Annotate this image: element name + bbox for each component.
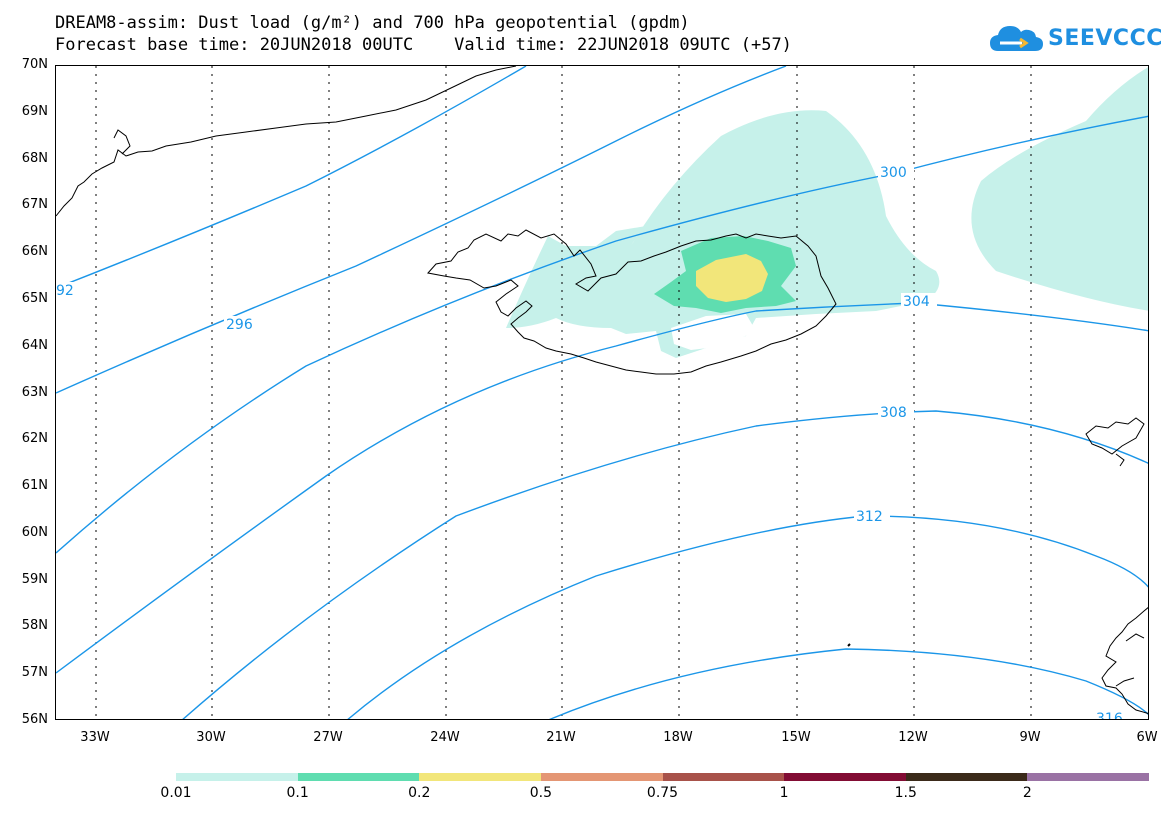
longitude-label: 15W [781,730,811,745]
latitude-label: 63N [21,384,48,400]
dust-area-north-east [971,67,1148,311]
longitude-label: 24W [430,730,460,745]
colorbar-tick-label: 0.2 [408,785,431,801]
latitude-label: 58N [21,618,48,634]
colorbar-tick-label: 0.01 [160,785,192,801]
colorbar-tick-label: 1.5 [894,785,917,801]
latitude-label: 56N [21,712,48,727]
colorbar-swatch [540,773,663,781]
coastlines [56,66,1148,714]
longitude-label: 18W [663,730,693,745]
latitude-label: 66N [21,244,48,260]
colorbar-swatch [784,773,906,781]
latitude-label: 67N [21,197,48,213]
latitude-label: 64N [21,337,48,353]
contour-label-312: 312 [856,509,883,525]
colorbar-tick-label: 2 [1022,785,1032,801]
latitude-label: 60N [21,524,48,540]
map-title: DREAM8-assim: Dust load (g/m²) and 700 h… [55,13,690,33]
longitude-label: 12W [898,730,928,745]
iceland-coast [427,229,837,375]
logo-text: SEEVCCC [1048,25,1163,51]
colorbar-swatch [176,773,298,781]
cloud-icon [990,26,1043,51]
longitude-label: 30W [196,730,226,745]
longitude-label: 33W [80,730,110,745]
contour-label-308: 308 [880,405,907,421]
greenland-coast [56,66,517,217]
colorbar-swatch [1027,773,1149,781]
latitude-label: 61N [21,478,48,494]
colorbar-tick-label: 0.75 [646,785,679,801]
dust-area-high [696,254,768,302]
seevccc-logo: SEEVCCC [988,18,1163,58]
map-plot-area: 92 296 300 304 308 312 316 [55,65,1149,720]
latitude-label: 68N [21,150,48,166]
latitude-label: 62N [21,431,48,447]
longitude-label: 27W [313,730,343,745]
latitude-label: 59N [21,571,48,587]
contour-label-92: 92 [56,283,74,299]
colorbar-tick-label: 0.5 [529,785,552,801]
longitude-label: 9W [1019,730,1041,745]
colorbar-tick-label: 0.1 [286,785,309,801]
contour-label-300: 300 [880,165,907,181]
latitude-label: 57N [21,665,48,681]
map-canvas: 92 296 300 304 308 312 316 [56,66,1148,720]
latitude-label: 69N [21,103,48,119]
contour-label-296: 296 [226,317,253,333]
dust-area-light [506,110,940,359]
colorbar-swatch [419,773,541,781]
longitude-label: 6W [1136,730,1158,745]
latitude-label: 70N [21,57,48,72]
contour-label-304: 304 [903,294,930,310]
colorbar-swatch [905,773,1028,781]
faroe-islands [1085,417,1145,455]
colorbar-swatch [662,773,785,781]
map-subtitle: Forecast base time: 20JUN2018 00UTC Vali… [55,35,792,55]
scotland-coast [1101,607,1148,714]
colorbar-tick-label: 1 [779,785,789,801]
latitude-label: 65N [21,290,48,306]
geopotential-contours [56,66,1148,719]
contour-label-group: 92 296 300 304 308 312 316 [56,164,1130,720]
colorbar [176,773,1149,781]
longitude-label: 21W [546,730,576,745]
contour-label-316: 316 [1096,711,1123,720]
graticule [95,66,1032,719]
dust-area-light-gap [671,314,756,350]
colorbar-swatch [297,773,420,781]
